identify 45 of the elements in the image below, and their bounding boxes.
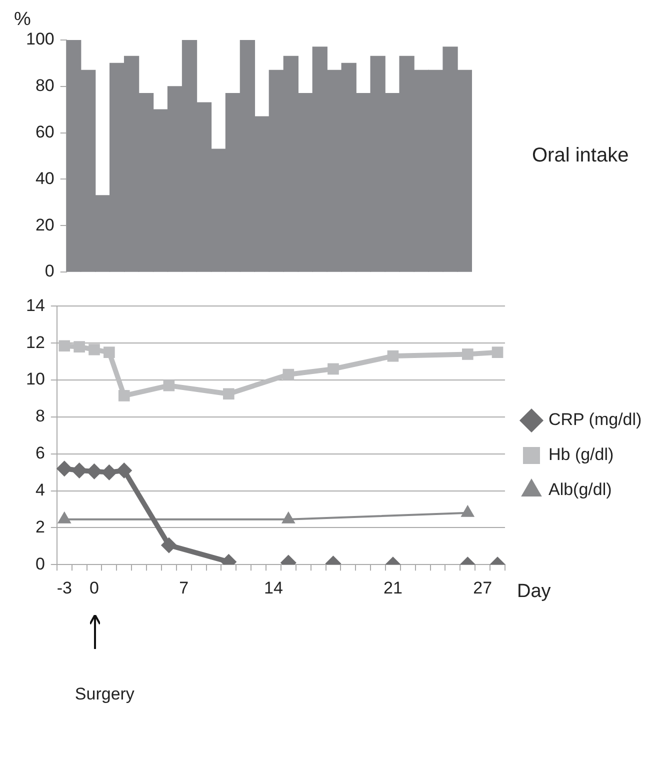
y-tick-label: 60 xyxy=(35,122,54,142)
point xyxy=(71,462,88,478)
y-tick-label: 0 xyxy=(44,262,54,281)
point xyxy=(163,380,175,392)
y-tick-label: 6 xyxy=(35,444,45,463)
point xyxy=(492,346,504,358)
point xyxy=(74,341,85,352)
y-tick-label: 20 xyxy=(35,215,54,234)
point xyxy=(58,340,70,352)
y-tick-label: 0 xyxy=(35,554,45,574)
y-tick-label: 2 xyxy=(35,517,45,536)
text: Surgery xyxy=(74,684,135,704)
legend-label: Alb(g/dl) xyxy=(548,480,612,500)
x-tick-label: 0 xyxy=(90,578,99,598)
y-tick-label: 4 xyxy=(35,480,45,500)
y-tick-label: 40 xyxy=(35,168,54,188)
y-tick-label: 12 xyxy=(26,332,45,352)
point xyxy=(118,390,130,402)
point xyxy=(57,511,72,524)
point xyxy=(104,346,115,358)
y-tick-label: 10 xyxy=(26,370,45,389)
point xyxy=(328,363,339,375)
point xyxy=(282,368,294,380)
x-tick-label: 14 xyxy=(264,578,283,598)
point xyxy=(116,462,132,478)
x-tick-label: 21 xyxy=(384,578,402,598)
point xyxy=(462,348,474,360)
point xyxy=(460,504,475,517)
y-tick-label: 80 xyxy=(35,76,54,96)
y-tick-label: 8 xyxy=(35,406,45,426)
point xyxy=(387,350,399,362)
point xyxy=(88,344,100,356)
point xyxy=(101,464,118,480)
x-tick-label: 27 xyxy=(473,578,492,598)
x-tick-label: -3 xyxy=(56,578,72,598)
y-axis-title: % xyxy=(14,9,31,30)
legend-label: CRP (mg/dl) xyxy=(548,410,642,430)
legend-label: Hb (g/dl) xyxy=(548,445,614,464)
x-axis-title: Day xyxy=(516,580,552,602)
y-tick-label: 100 xyxy=(26,30,54,49)
point xyxy=(223,388,234,400)
text: Oral intake xyxy=(532,144,629,167)
y-tick-label: 14 xyxy=(26,296,45,315)
x-tick-label: 7 xyxy=(179,578,189,598)
point xyxy=(281,511,296,524)
